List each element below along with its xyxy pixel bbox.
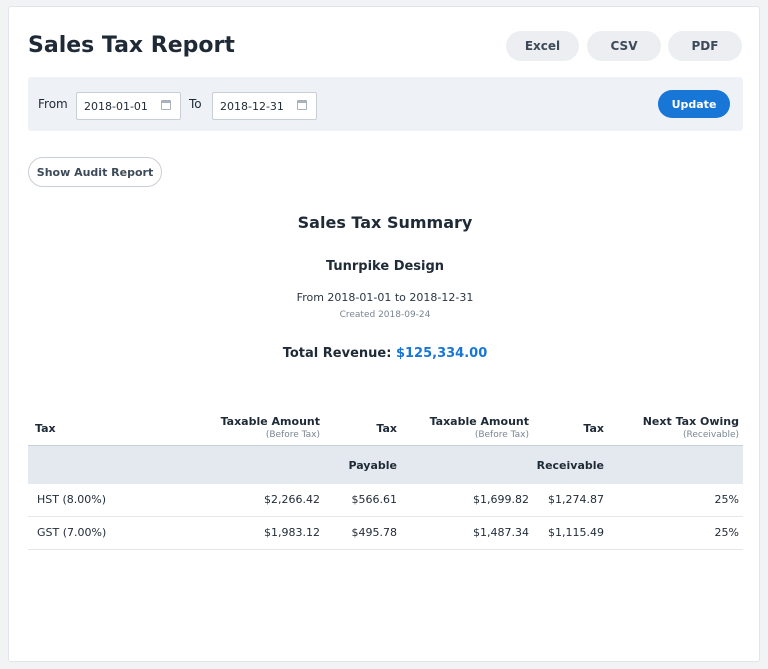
export-pdf-button[interactable]: PDF bbox=[668, 31, 742, 61]
to-label: To bbox=[189, 97, 202, 111]
col-taxable-receivable: Taxable Amount (Before Tax) bbox=[429, 415, 529, 440]
cell-tax-name: GST (7.00%) bbox=[37, 526, 107, 539]
update-button[interactable]: Update bbox=[658, 90, 730, 118]
group-payable: Payable bbox=[348, 459, 397, 472]
group-receivable: Receivable bbox=[536, 459, 604, 472]
cell-taxable-payable: $2,266.42 bbox=[264, 493, 320, 506]
export-excel-button[interactable]: Excel bbox=[506, 31, 579, 61]
to-date-input[interactable]: 2018-12-31 bbox=[212, 92, 317, 120]
cell-taxable-receivable: $1,699.82 bbox=[473, 493, 529, 506]
cell-tax-payable: $566.61 bbox=[351, 493, 398, 506]
table-header: Tax Taxable Amount (Before Tax) Tax Taxa… bbox=[28, 400, 743, 446]
company-name: Tunrpike Design bbox=[325, 259, 445, 274]
cell-tax-receivable: $1,115.49 bbox=[548, 526, 604, 539]
col-tax-receivable: Tax bbox=[583, 422, 604, 435]
table-row: HST (8.00%) $2,266.42 $566.61 $1,699.82 … bbox=[28, 484, 743, 517]
from-date-value: 2018-01-01 bbox=[84, 100, 148, 113]
date-filter-bar: From 2018-01-01 To 2018-12-31 Update bbox=[28, 77, 743, 131]
calendar-icon[interactable] bbox=[161, 100, 171, 110]
to-date-value: 2018-12-31 bbox=[220, 100, 284, 113]
cell-tax-payable: $495.78 bbox=[351, 526, 398, 539]
created-date: Created 2018-09-24 bbox=[339, 310, 431, 320]
from-label: From bbox=[38, 97, 68, 111]
table-row: GST (7.00%) $1,983.12 $495.78 $1,487.34 … bbox=[28, 517, 743, 550]
col-tax-payable: Tax bbox=[376, 422, 397, 435]
summary-title: Sales Tax Summary bbox=[297, 213, 473, 232]
sales-tax-table: Tax Taxable Amount (Before Tax) Tax Taxa… bbox=[28, 400, 743, 550]
page-title: Sales Tax Report bbox=[28, 33, 235, 58]
group-header-row: Payable Receivable bbox=[28, 446, 743, 484]
report-card: Sales Tax Report Excel CSV PDF From 2018… bbox=[8, 6, 760, 662]
revenue-value: $125,334.00 bbox=[395, 346, 488, 361]
col-next-tax-owing: Next Tax Owing (Receivable) bbox=[642, 415, 739, 440]
col-tax: Tax bbox=[35, 422, 56, 435]
cell-next-tax-owing: 25% bbox=[714, 526, 739, 539]
total-revenue: Total Revenue: $125,334.00 bbox=[9, 346, 761, 361]
cell-tax-receivable: $1,274.87 bbox=[548, 493, 604, 506]
cell-tax-name: HST (8.00%) bbox=[37, 493, 106, 506]
cell-taxable-receivable: $1,487.34 bbox=[473, 526, 529, 539]
cell-taxable-payable: $1,983.12 bbox=[264, 526, 320, 539]
cell-next-tax-owing: 25% bbox=[714, 493, 739, 506]
from-date-input[interactable]: 2018-01-01 bbox=[76, 92, 181, 120]
date-range: From 2018-01-01 to 2018-12-31 bbox=[296, 291, 474, 304]
col-taxable-payable: Taxable Amount (Before Tax) bbox=[220, 415, 320, 440]
calendar-icon[interactable] bbox=[297, 100, 307, 110]
export-csv-button[interactable]: CSV bbox=[587, 31, 661, 61]
show-audit-report-button[interactable]: Show Audit Report bbox=[28, 157, 162, 187]
revenue-label: Total Revenue: bbox=[282, 346, 392, 361]
